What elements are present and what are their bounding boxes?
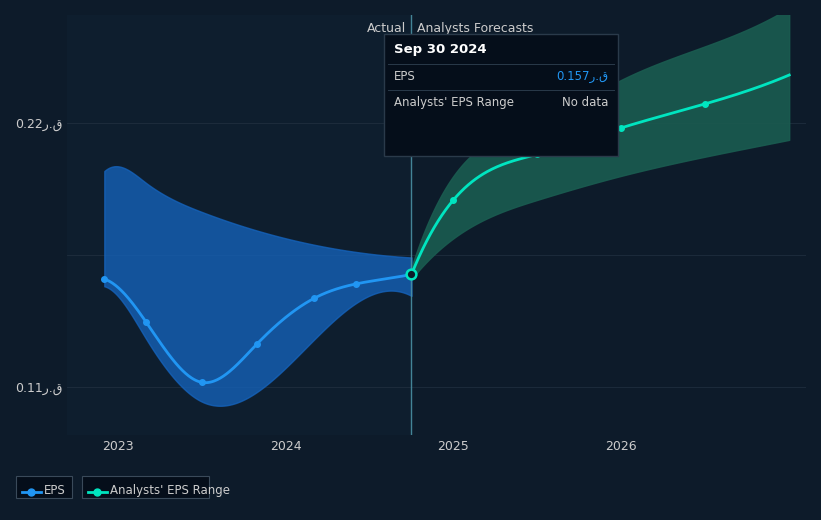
Bar <box>67 15 411 435</box>
Text: Analysts' EPS Range: Analysts' EPS Range <box>110 484 230 497</box>
Text: No data: No data <box>562 96 608 109</box>
Text: Sep 30 2024: Sep 30 2024 <box>394 43 487 56</box>
Text: EPS: EPS <box>394 70 415 83</box>
Text: 0.157ر.ق: 0.157ر.ق <box>557 70 608 83</box>
Text: Analysts' EPS Range: Analysts' EPS Range <box>394 96 514 109</box>
Text: Actual: Actual <box>367 22 406 35</box>
Text: Analysts Forecasts: Analysts Forecasts <box>416 22 533 35</box>
Text: EPS: EPS <box>44 484 66 497</box>
